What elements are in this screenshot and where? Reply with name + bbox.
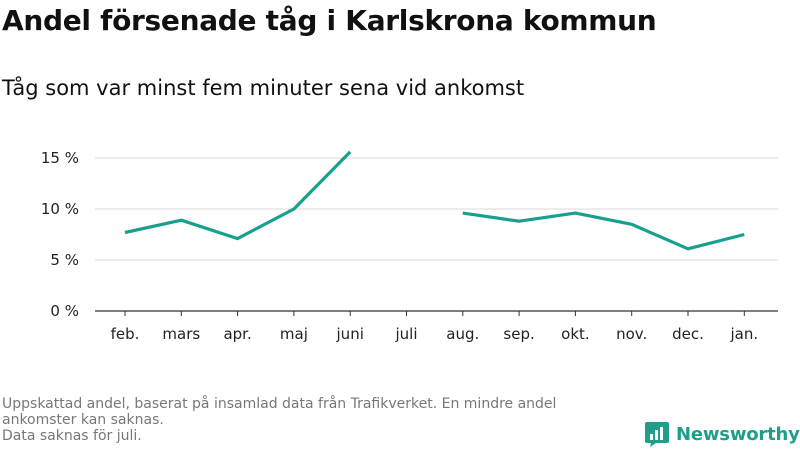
series-lines [124, 150, 745, 251]
x-tick-label: nov. [616, 325, 647, 343]
footnote-line: Data saknas för juli. [2, 428, 142, 444]
footnote-line: Uppskattad andel, baserat på insamlad da… [2, 396, 557, 412]
x-tick-label: feb. [111, 325, 140, 343]
x-tick-label: apr. [223, 325, 251, 343]
x-tick-label: jan. [729, 325, 758, 343]
x-axis: feb. mars apr. maj juni juli aug. sep. okt. nov. d… [111, 311, 758, 343]
chart-title: Andel försenade tåg i Karlskrona kommun [2, 4, 657, 37]
series-line [124, 150, 352, 241]
x-tick-label: juni [336, 325, 364, 343]
y-tick-label: 5 % [50, 251, 79, 269]
footnote-line: ankomster kan saknas. [2, 412, 164, 428]
x-tick-label: dec. [672, 325, 704, 343]
chart-footnote: Uppskattad andel, baserat på insamlad da… [2, 396, 632, 444]
line-chart: 0 % 5 % 10 % 15 % feb. mars apr. maj juni juli au… [41, 149, 778, 343]
y-tick-label: 10 % [41, 200, 79, 218]
y-axis: 0 % 5 % 10 % 15 % [41, 149, 79, 320]
x-tick-label: juli [394, 325, 417, 343]
x-tick-label: okt. [561, 325, 590, 343]
x-tick-label: aug. [446, 325, 479, 343]
x-tick-label: mars [162, 325, 200, 343]
x-tick-label: maj [280, 325, 308, 343]
brand-logo: Newsworthy [644, 419, 800, 449]
y-tick-label: 15 % [41, 149, 79, 167]
newsworthy-logo-icon [645, 422, 669, 447]
series-line [462, 211, 745, 251]
gridlines [95, 157, 778, 312]
brand-name: Newsworthy [676, 423, 800, 445]
y-tick-label: 0 % [50, 302, 79, 320]
x-tick-label: sep. [503, 325, 534, 343]
chart-subtitle: Tåg som var minst fem minuter sena vid a… [2, 76, 525, 100]
